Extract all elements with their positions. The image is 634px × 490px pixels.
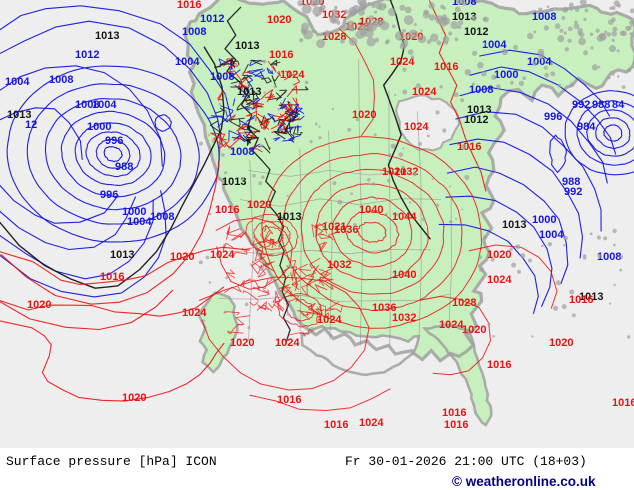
svg-text:1020: 1020 [170,251,194,263]
svg-text:988: 988 [115,161,133,173]
svg-text:1016: 1016 [277,394,301,406]
svg-text:1008: 1008 [182,26,206,38]
svg-text:1000: 1000 [532,214,556,226]
svg-text:1004: 1004 [539,229,564,241]
svg-text:1008: 1008 [210,71,234,83]
svg-text:1020: 1020 [267,14,291,26]
svg-text:1013: 1013 [110,249,134,261]
svg-text:1012: 1012 [464,114,488,126]
svg-text:1016: 1016 [457,141,481,153]
svg-text:1044: 1044 [392,211,417,223]
svg-text:1004: 1004 [127,216,152,228]
svg-text:1004: 1004 [92,99,117,111]
svg-text:1000: 1000 [494,69,518,81]
svg-text:1020: 1020 [549,337,573,349]
svg-text:1012: 1012 [75,49,99,61]
svg-text:1013: 1013 [237,86,261,98]
svg-text:1016: 1016 [612,397,634,409]
svg-text:1040: 1040 [392,269,416,281]
svg-text:988: 988 [592,99,610,111]
svg-text:1016: 1016 [444,419,468,431]
svg-text:1020: 1020 [27,299,51,311]
svg-text:992: 992 [564,186,582,198]
svg-text:1008: 1008 [150,211,174,223]
svg-text:1024: 1024 [280,69,305,81]
svg-text:1024: 1024 [182,307,207,319]
svg-text:1032: 1032 [327,259,351,271]
svg-text:84: 84 [612,99,625,111]
svg-text:1016: 1016 [487,359,511,371]
svg-text:1020: 1020 [230,337,254,349]
svg-text:1020: 1020 [462,324,486,336]
svg-text:1008: 1008 [49,74,73,86]
svg-text:1016: 1016 [569,294,593,306]
svg-text:1040: 1040 [359,204,383,216]
svg-text:996: 996 [105,135,123,147]
svg-text:996: 996 [544,111,562,123]
svg-text:1024: 1024 [412,86,437,98]
svg-text:1008: 1008 [230,146,254,158]
svg-text:1032: 1032 [394,166,418,178]
svg-text:1024: 1024 [317,314,342,326]
svg-text:1013: 1013 [277,211,301,223]
svg-text:1016: 1016 [269,49,293,61]
svg-text:12: 12 [25,119,37,131]
svg-text:984: 984 [577,121,596,133]
svg-text:1008: 1008 [469,84,493,96]
svg-text:1008: 1008 [532,11,556,23]
svg-text:1024: 1024 [404,121,429,133]
svg-text:1016: 1016 [177,0,201,11]
svg-text:1020: 1020 [352,109,376,121]
svg-text:1016: 1016 [434,61,458,73]
svg-text:1016: 1016 [215,204,239,216]
svg-text:1028: 1028 [452,297,476,309]
svg-text:1012: 1012 [200,13,224,25]
svg-text:1004: 1004 [175,56,200,68]
svg-text:1024: 1024 [487,274,512,286]
svg-text:1024: 1024 [359,417,384,429]
svg-text:1013: 1013 [95,30,119,42]
svg-text:1016: 1016 [324,419,348,431]
svg-text:1012: 1012 [464,26,488,38]
svg-text:996: 996 [100,189,118,201]
svg-text:992: 992 [572,99,590,111]
svg-text:1024: 1024 [439,319,464,331]
svg-text:1016: 1016 [100,271,124,283]
svg-text:1024: 1024 [210,249,235,261]
svg-text:1004: 1004 [5,76,30,88]
svg-text:1000: 1000 [87,121,111,133]
svg-text:1013: 1013 [502,219,526,231]
svg-text:1032: 1032 [392,312,416,324]
svg-text:1016: 1016 [442,407,466,419]
svg-text:1024: 1024 [275,337,300,349]
svg-text:1020: 1020 [122,392,146,404]
svg-text:1013: 1013 [235,40,259,52]
svg-text:1020: 1020 [247,199,271,211]
